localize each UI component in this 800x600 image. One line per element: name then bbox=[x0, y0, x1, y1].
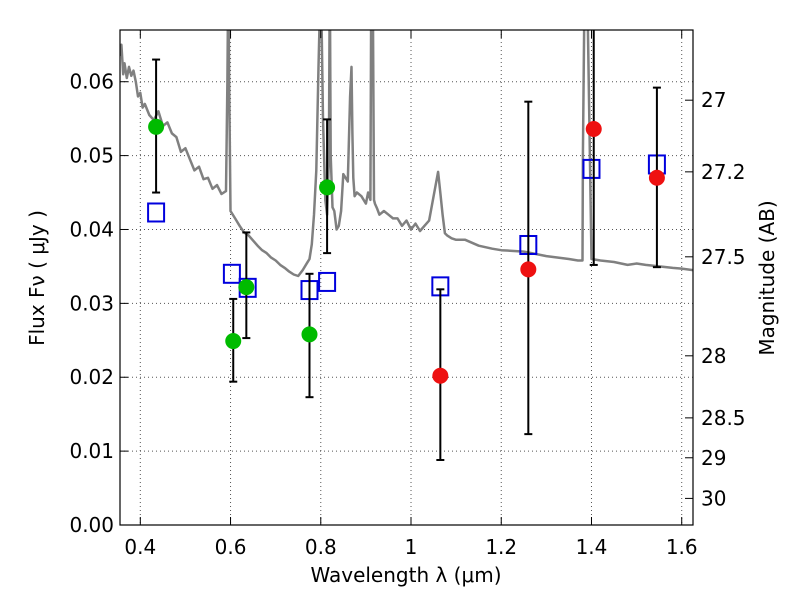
x-tick-label: 1.6 bbox=[666, 535, 698, 559]
y-axis-label-left: Flux Fν ( μJy ) bbox=[25, 210, 49, 346]
right-tick-label: 27.2 bbox=[701, 160, 746, 184]
model-spectrum-line bbox=[120, 30, 693, 278]
right-tick-label: 29 bbox=[701, 446, 726, 470]
model-photometry-marker bbox=[147, 202, 166, 223]
right-tick-label: 30 bbox=[701, 486, 726, 510]
right-tick-label: 27 bbox=[701, 88, 726, 112]
x-tick-label: 1.2 bbox=[485, 535, 517, 559]
right-tick-label: 27.5 bbox=[701, 245, 746, 269]
data-point bbox=[148, 118, 165, 135]
y-tick-label: 0.06 bbox=[69, 70, 114, 94]
data-point bbox=[301, 326, 318, 343]
x-tick-label: 0.8 bbox=[305, 535, 337, 559]
right-tick-label: 28.5 bbox=[701, 406, 746, 430]
data-point bbox=[585, 121, 602, 137]
right-tick-label: 28 bbox=[701, 344, 726, 368]
data-point bbox=[648, 169, 665, 186]
x-tick-label: 1.4 bbox=[576, 535, 608, 559]
x-tick-label: 0.6 bbox=[215, 535, 247, 559]
plot-frame bbox=[119, 29, 694, 526]
axes: 0.4 0.6 0.8 1 1.2 1.4 1.6 0.00 0.01 0.02 0.03 0.04 0… bbox=[69, 30, 746, 559]
x-tick-label: 0.4 bbox=[124, 535, 156, 559]
y-axis-label-right: Magnitude (AB) bbox=[755, 200, 779, 355]
y-tick-label: 0.03 bbox=[69, 291, 114, 315]
plot-area bbox=[120, 30, 693, 461]
x-axis-label: Wavelength λ (μm) bbox=[310, 563, 501, 587]
data-point bbox=[238, 279, 255, 296]
data-point bbox=[432, 367, 449, 384]
y-tick-label: 0.00 bbox=[69, 513, 114, 537]
y-tick-label: 0.05 bbox=[69, 144, 114, 168]
model-photometry-marker bbox=[318, 271, 337, 292]
y-tick-label: 0.02 bbox=[69, 365, 114, 389]
model-photometry-marker bbox=[582, 158, 601, 179]
y-tick-label: 0.04 bbox=[69, 217, 114, 241]
data-point bbox=[225, 333, 242, 350]
data-point bbox=[520, 261, 537, 278]
model-photometry-marker bbox=[222, 263, 241, 284]
y-tick-label: 0.01 bbox=[69, 439, 114, 463]
grid-lines bbox=[120, 30, 693, 526]
x-tick-label: 1 bbox=[405, 535, 418, 559]
data-point bbox=[319, 179, 336, 196]
